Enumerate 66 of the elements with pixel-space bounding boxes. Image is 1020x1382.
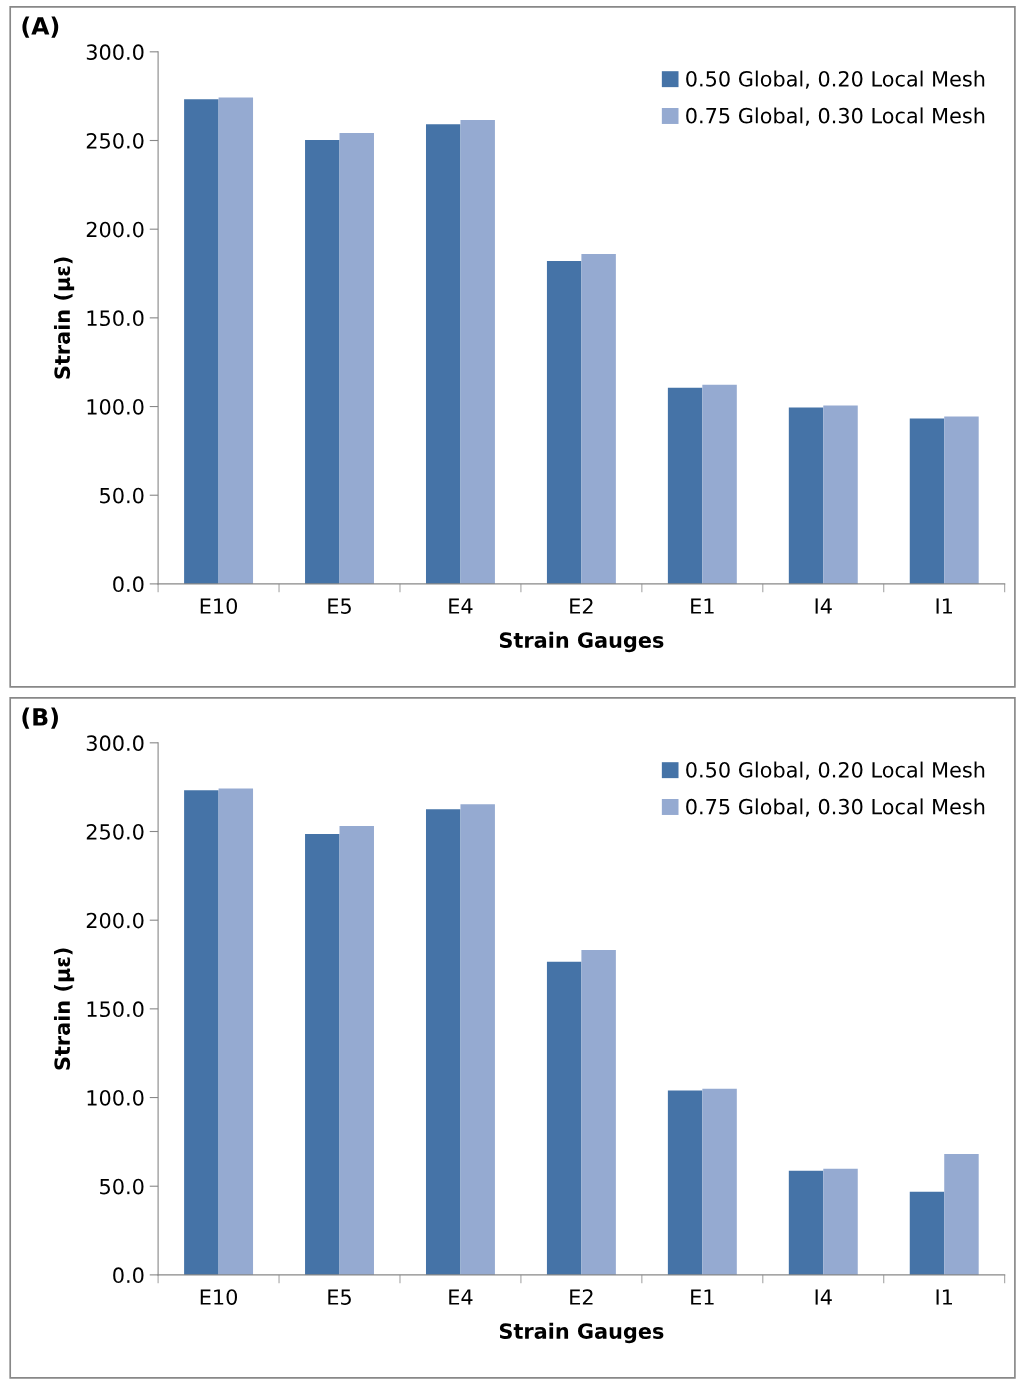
y-tick-label: 200.0 — [86, 221, 144, 238]
bar — [944, 1153, 979, 1275]
bar — [909, 1191, 945, 1275]
x-tick-label: E1 — [691, 1289, 714, 1305]
x-tick-label: E4 — [449, 1289, 473, 1305]
x-tick-label: E4 — [449, 598, 473, 614]
x-axis-title: Strain Gauges — [499, 631, 664, 653]
x-tick-label: E2 — [570, 598, 593, 614]
bar — [788, 1170, 824, 1275]
y-axis-title: Strain (με) — [53, 948, 75, 1070]
legend-label: 0.75 Global, 0.30 Local Mesh — [686, 107, 985, 126]
x-tick-label: I4 — [815, 598, 832, 614]
bar — [667, 1090, 703, 1275]
x-tick-label: I1 — [936, 1289, 952, 1305]
y-tick-label: 200.0 — [86, 912, 144, 929]
legend-label: 0.50 Global, 0.20 Local Mesh — [686, 761, 985, 780]
x-tick-label: E10 — [200, 598, 238, 614]
y-tick-label: 250.0 — [86, 132, 144, 149]
legend-label: 0.75 Global, 0.30 Local Mesh — [686, 798, 985, 817]
y-tick-label: 300.0 — [86, 44, 144, 61]
x-tick-label: E10 — [200, 1289, 238, 1305]
bar — [425, 124, 461, 584]
x-tick-label: I4 — [815, 1289, 832, 1305]
bar — [339, 826, 374, 1275]
bar — [823, 405, 858, 584]
bar — [184, 790, 219, 1275]
bar — [339, 133, 374, 584]
bar — [788, 407, 824, 584]
y-tick-label: 50.0 — [100, 1178, 144, 1195]
bar — [218, 97, 254, 584]
chart-title: (A) — [22, 16, 59, 38]
legend-label: 0.50 Global, 0.20 Local Mesh — [686, 70, 985, 89]
bar — [581, 254, 616, 584]
bar — [909, 418, 945, 584]
y-tick-label: 150.0 — [87, 310, 144, 327]
x-tick-label: I1 — [936, 598, 952, 614]
y-tick-label: 100.0 — [87, 398, 144, 415]
y-tick-label: 300.0 — [86, 735, 144, 752]
x-tick-label: E2 — [570, 1289, 593, 1305]
bar — [667, 387, 703, 584]
y-tick-label: 0.0 — [113, 576, 144, 593]
bar — [702, 384, 737, 584]
x-axis-title: Strain Gauges — [499, 1322, 664, 1344]
bar — [425, 809, 461, 1275]
x-tick-label: E5 — [328, 598, 351, 614]
bar — [305, 833, 340, 1275]
bar — [184, 99, 219, 584]
y-tick-label: 50.0 — [100, 487, 144, 504]
bar — [581, 949, 616, 1275]
bar — [460, 120, 495, 584]
x-tick-label: E5 — [328, 1289, 351, 1305]
y-tick-label: 250.0 — [86, 823, 144, 840]
y-tick-label: 0.0 — [113, 1267, 144, 1284]
bar — [546, 961, 582, 1275]
bar — [823, 1168, 858, 1275]
bar — [944, 416, 979, 584]
x-tick-label: E1 — [691, 598, 714, 614]
y-axis-title: Strain (με) — [53, 257, 75, 379]
bar — [546, 260, 582, 584]
bar — [305, 139, 340, 584]
bar — [702, 1088, 737, 1275]
chart-title: (B) — [22, 707, 58, 729]
y-tick-label: 150.0 — [87, 1001, 144, 1018]
bar — [460, 804, 495, 1275]
bar — [218, 788, 254, 1275]
y-tick-label: 100.0 — [87, 1089, 144, 1106]
